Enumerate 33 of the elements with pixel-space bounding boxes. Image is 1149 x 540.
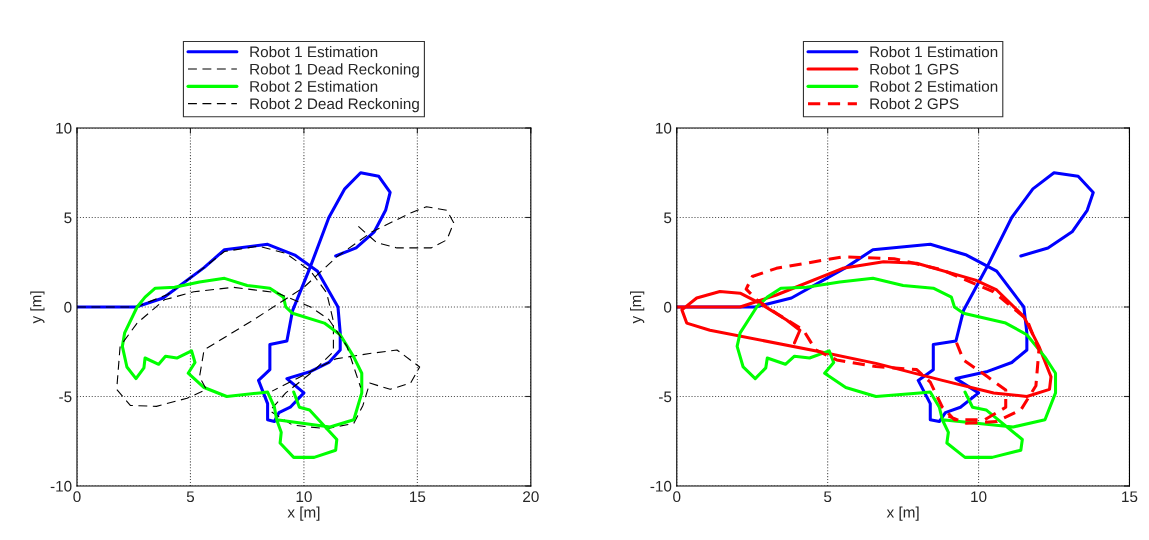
legend-label: Robot 1 GPS (870, 63, 959, 75)
x-tick-label: 10 (971, 491, 987, 503)
y-tick-label: -5 (658, 391, 672, 403)
x-tick-label: 0 (673, 491, 681, 503)
legend-label: Robot 2 Estimation (250, 80, 378, 92)
y-tick-label: -5 (59, 391, 72, 403)
x-tick-label: 5 (824, 491, 832, 503)
y-axis-title: y [m] (30, 291, 45, 324)
x-axis-title: x [m] (287, 506, 320, 521)
line-series (120, 276, 364, 459)
x-tick-label: 15 (410, 491, 426, 503)
legend-label: Robot 2 Dead Reckoning (250, 97, 419, 113)
y-tick-label: -10 (650, 480, 672, 492)
y-tick-label: 10 (56, 122, 72, 134)
x-tick-label: 20 (523, 491, 539, 503)
legend-label: Robot 1 Estimation (250, 46, 378, 58)
y-tick-label: 5 (64, 212, 72, 224)
y-axis-title: y [m] (630, 291, 645, 324)
y-tick-label: 5 (664, 212, 672, 224)
y-tick-label: 0 (64, 301, 72, 313)
legend-label: Robot 1 Dead Reckoning (250, 63, 419, 78)
x-axis-title: x [m] (886, 506, 919, 521)
x-tick-label: 15 (1122, 491, 1138, 503)
line-series (735, 276, 1058, 459)
x-tick-label: 0 (73, 491, 81, 503)
y-tick-label: 0 (664, 301, 672, 313)
legend-label: Robot 1 Estimation (870, 46, 998, 58)
x-tick-label: 5 (186, 491, 195, 503)
y-tick-label: -10 (50, 480, 72, 492)
y-tick-label: 10 (656, 122, 672, 134)
legend-label: Robot 2 GPS (870, 97, 959, 110)
legend-label: Robot 2 Estimation (870, 80, 998, 92)
x-tick-label: 10 (296, 491, 312, 503)
